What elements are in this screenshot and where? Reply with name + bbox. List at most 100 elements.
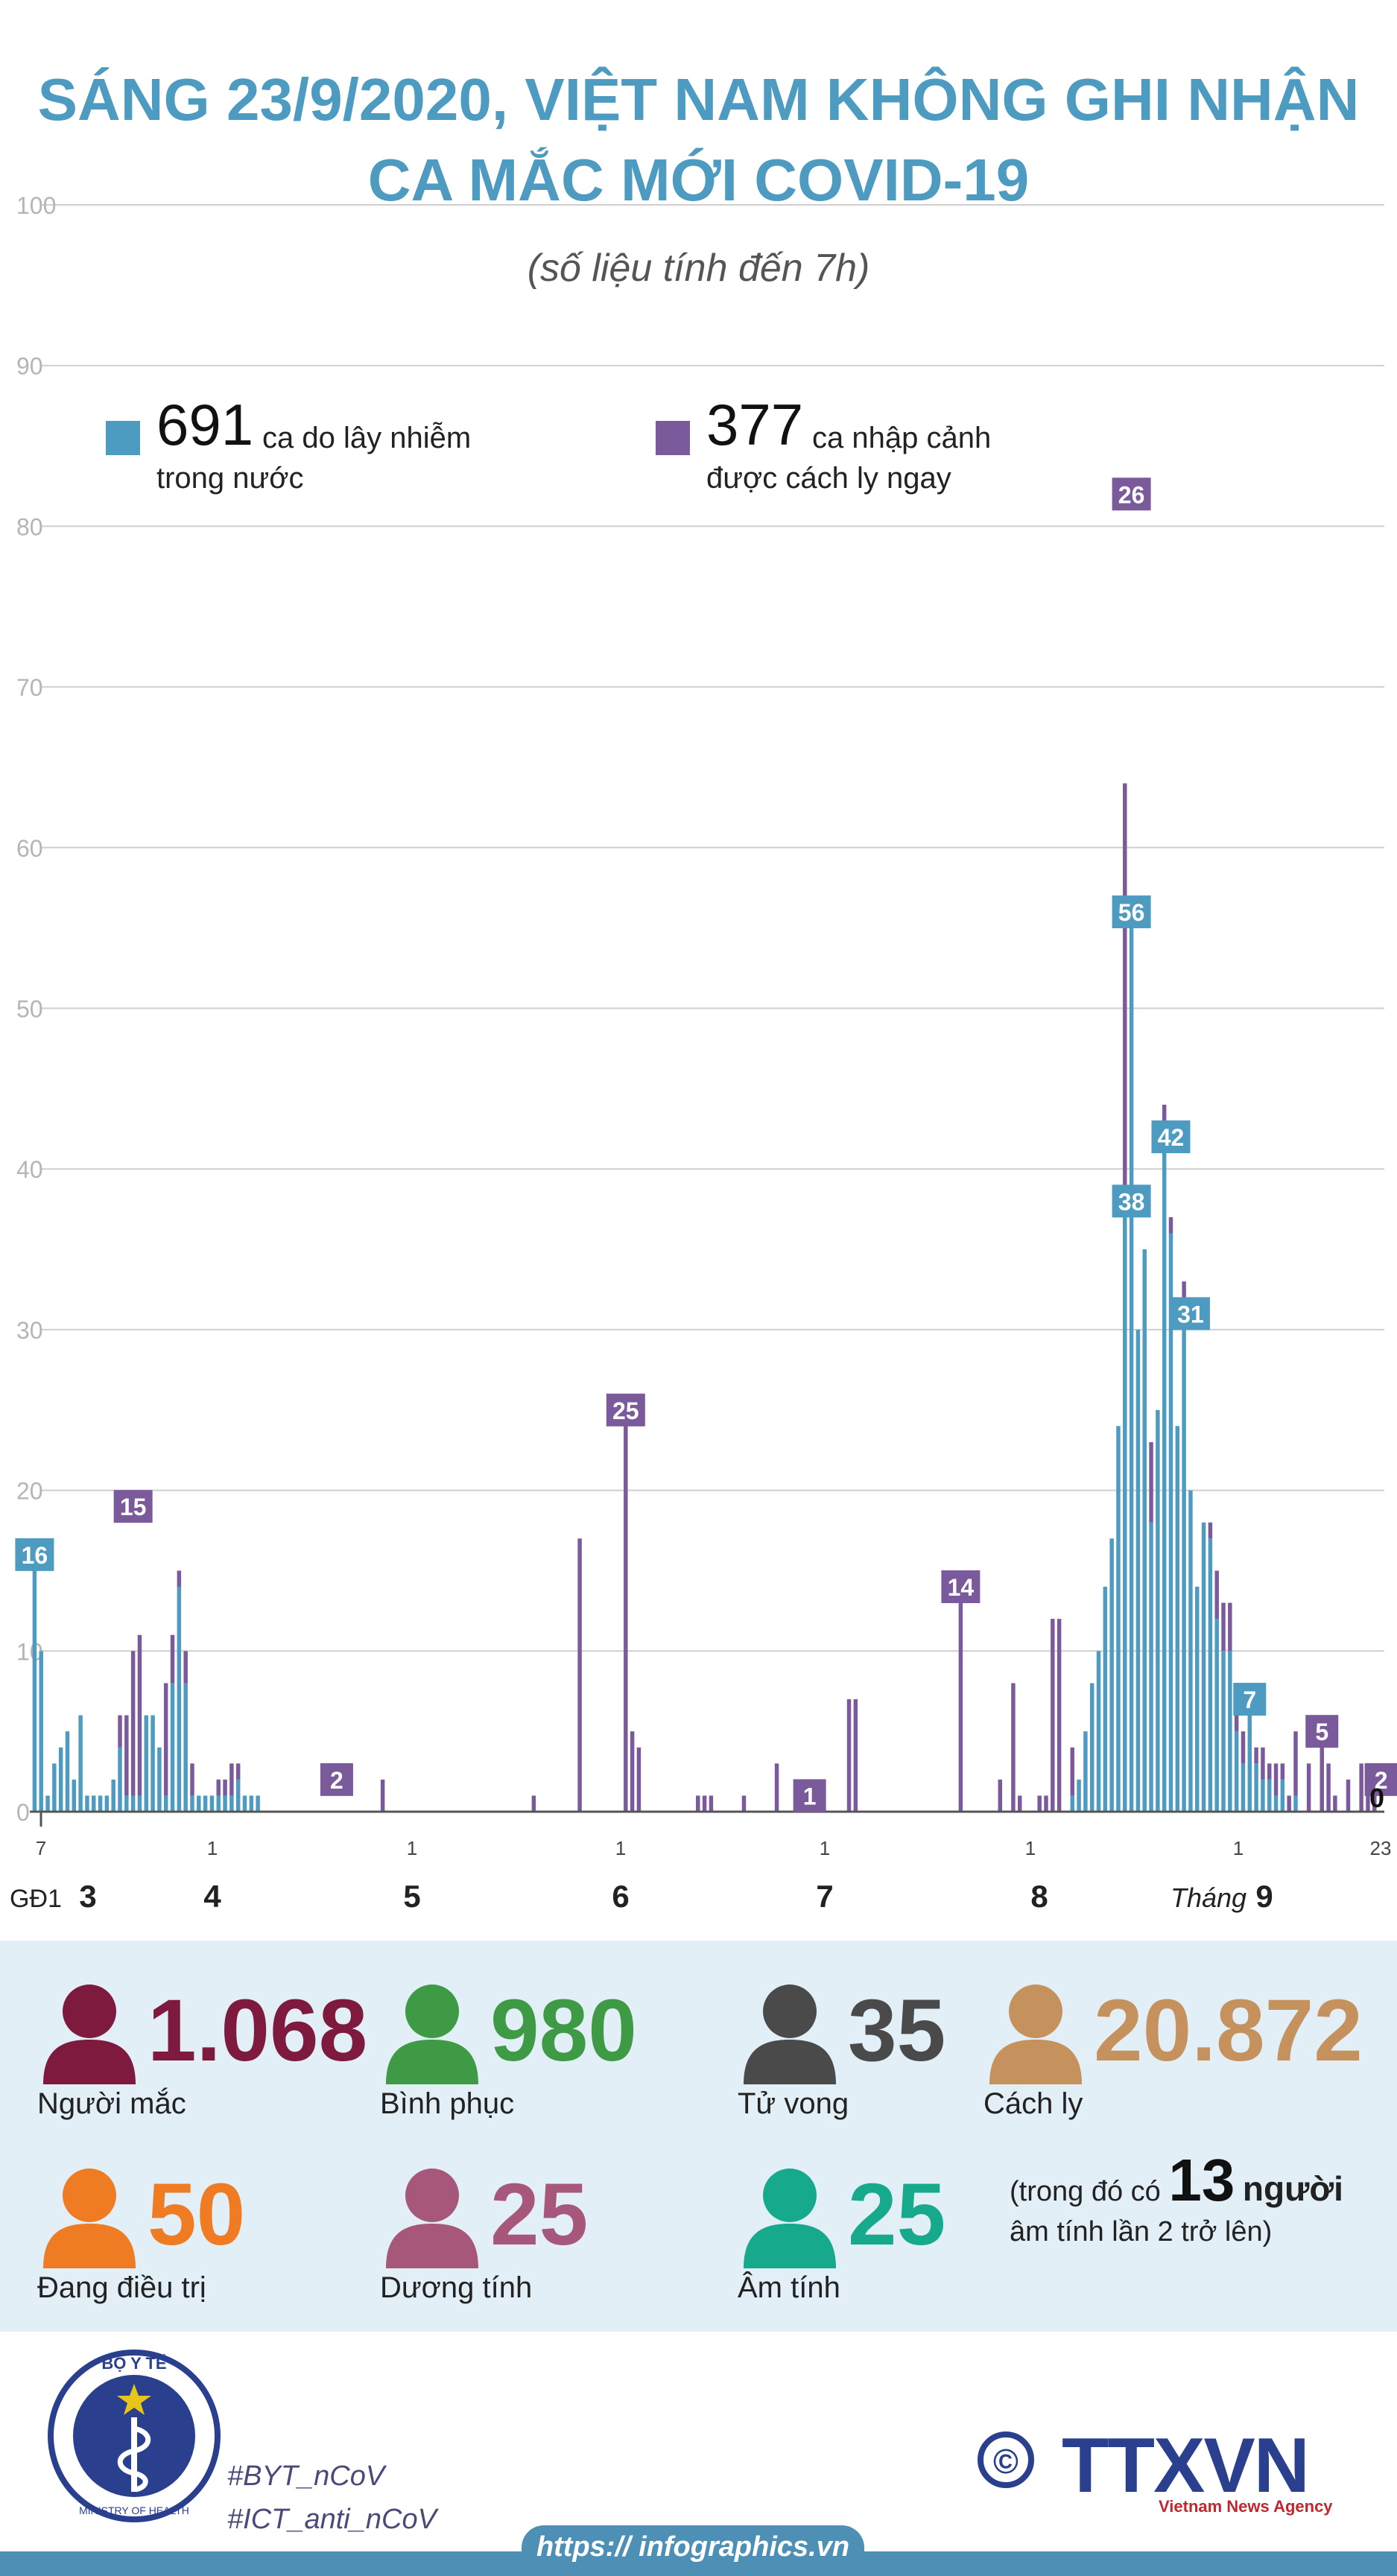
bar-domestic [1195,1587,1200,1812]
bar-imported [741,1795,747,1812]
bar-imported [1168,1216,1173,1234]
stat-label: Âm tính [738,2271,840,2304]
bar-domestic [242,1795,247,1812]
stat-label: Bình phục [380,2087,515,2120]
bar-imported [1208,1522,1213,1539]
bar-domestic [209,1795,215,1812]
bar-imported [1359,1763,1363,1812]
stat-value: 1.068 [148,1982,368,2080]
x-day-tick: 1 [1025,1837,1036,1859]
page-title: SÁNG 23/9/2020, VIỆT NAM KHÔNG GHI NHẬN … [0,60,1397,221]
bar-domestic [65,1731,70,1812]
bar-imported [1372,1795,1377,1812]
bar-domestic [111,1779,115,1812]
person-icon [386,1985,478,2084]
bar-domestic [72,1779,77,1812]
bar-domestic [170,1683,175,1812]
annotation-box [113,1490,153,1523]
stat-value: 35 [848,1982,946,2080]
x-month-label: 5 [403,1879,420,1914]
source-url[interactable]: https:// infographics.vn [536,2531,850,2563]
ministry-of-health-logo: BỘ Y TẾ MINISTRY OF HEALTH [48,2350,221,2522]
x-month-label: 9 [1255,1879,1273,1914]
bar-imported [1018,1795,1022,1812]
copyright-symbol: © [993,2442,1019,2481]
bar-domestic [1273,1795,1279,1812]
stats-panel [0,1941,1397,2332]
bar-domestic [1221,1651,1226,1812]
legend-domestic-text-1: ca do lây nhiễm [262,422,472,454]
annotation-box [941,1570,981,1604]
bar-imported [577,1538,582,1812]
bar-imported [958,1587,963,1812]
annotation-label: 1 [803,1783,817,1809]
bar-imported [235,1763,241,1780]
bar-domestic [163,1795,168,1812]
bar-imported [1123,783,1127,1202]
y-tick-label: 80 [16,513,43,540]
bar-domestic [1241,1763,1246,1812]
bar-domestic [92,1795,96,1812]
annotation-label: 5 [1315,1719,1328,1745]
bar-domestic [1129,912,1134,1812]
note-suffix: người [1242,2169,1343,2208]
bar-domestic [52,1763,57,1812]
bar-domestic [1182,1313,1186,1812]
x-day-tick: 1 [615,1837,626,1859]
person-icon [43,1985,136,2084]
bar-domestic [1077,1779,1081,1812]
hashtag-ict: #ICT_anti_nCoV [227,2504,437,2535]
stat-value: 50 [148,2166,246,2264]
bar-domestic [78,1715,83,1812]
bar-imported [702,1795,707,1812]
annotation-box [1305,1715,1339,1748]
x-month-label: Tháng [1170,1882,1246,1913]
bar-imported [1346,1779,1351,1812]
bar-imported [1273,1763,1279,1796]
bar-domestic [32,1554,37,1812]
x-day-tick: 1 [207,1837,218,1859]
bar-domestic [104,1795,110,1812]
y-tick-label: 60 [16,835,43,862]
y-tick-label: 20 [16,1478,43,1505]
y-tick-label: 100 [16,194,56,219]
bar-domestic [197,1795,201,1812]
bar-domestic [1162,1137,1167,1812]
stat-value: 980 [490,1982,637,2080]
bar-domestic [1247,1715,1252,1812]
x-month-label: 4 [203,1879,221,1914]
bar-domestic [1149,1522,1153,1812]
bar-domestic [1096,1651,1101,1812]
bar-domestic [1188,1490,1193,1812]
stat-label: Dương tính [380,2271,533,2304]
y-tick-label: 50 [16,996,43,1023]
bar-imported [137,1634,142,1796]
annotation-box [1233,1683,1267,1716]
x-month-label: 8 [1030,1879,1048,1914]
stat-label: Cách ly [983,2087,1083,2120]
stat-label: Đang điều trị [37,2271,206,2304]
annotation-label: 56 [1118,899,1145,926]
bar-domestic [39,1651,43,1812]
bar-imported [1051,1619,1055,1812]
annotation-label: 14 [948,1574,975,1601]
legend-imported-value: 377 [706,392,804,457]
bar-domestic [98,1795,103,1812]
bar-domestic [1175,1426,1180,1812]
bar-domestic [1208,1538,1213,1812]
note-number: 13 [1168,2147,1235,2213]
title-line-2: CA MẮC MỚI COVID-19 [367,147,1030,213]
bar-imported [170,1634,175,1684]
annotation-label: 31 [1177,1301,1204,1327]
bar-imported [1254,1747,1258,1764]
bar-imported [1333,1795,1337,1812]
bar-domestic [130,1795,136,1812]
y-tick-label: 90 [16,353,43,380]
bar-domestic [1254,1763,1258,1812]
annotation-box [1112,1184,1151,1218]
x-day-tick: 1 [407,1837,417,1859]
y-tick-label: 70 [16,674,43,701]
bar-domestic [1123,1201,1127,1812]
bar-domestic [58,1747,63,1812]
x-day-tick: 7 [36,1837,46,1859]
